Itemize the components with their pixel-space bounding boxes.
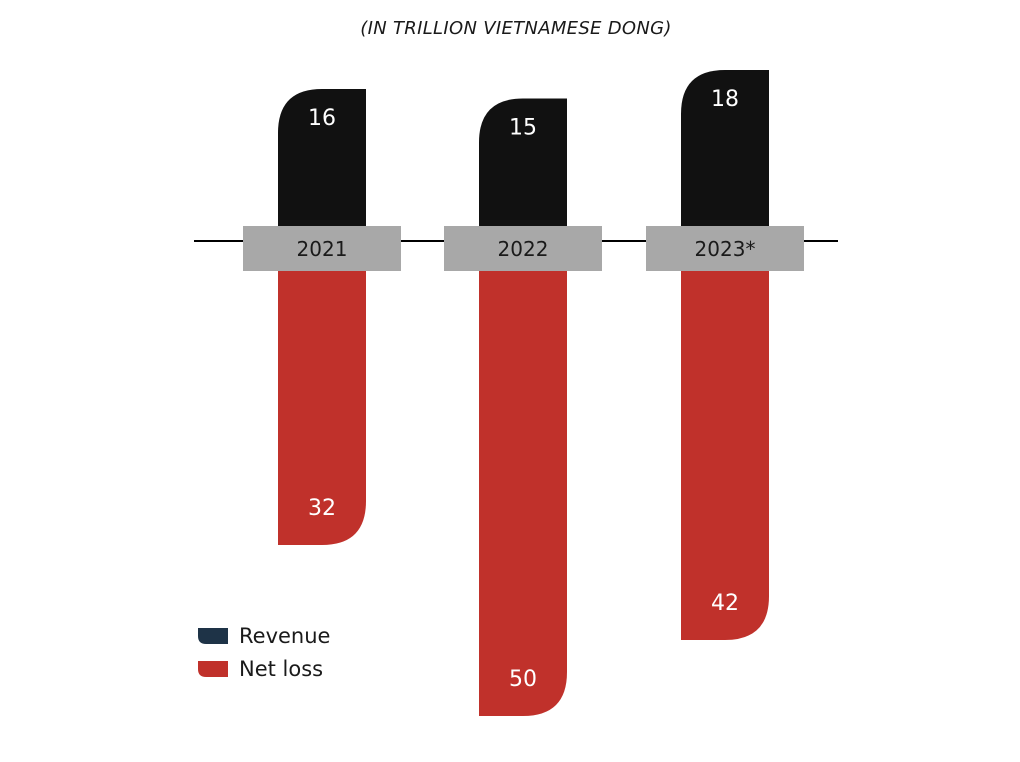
legend-label-net-loss: Net loss <box>239 657 323 681</box>
value-label-revenue-2022: 15 <box>509 116 537 141</box>
category-box-2023 <box>646 226 804 271</box>
category-boxes-group: 2021 2022 2023* <box>243 226 804 271</box>
bar-revenue-2021 <box>278 89 366 226</box>
value-label-net-loss-2021: 32 <box>308 496 336 521</box>
category-label-2021: 2021 <box>297 237 348 261</box>
category-box-2021 <box>243 226 401 271</box>
legend: Revenue Net loss <box>198 624 330 681</box>
bar-net-loss-2023 <box>681 269 769 640</box>
legend-label-revenue: Revenue <box>239 624 330 648</box>
value-label-revenue-2021: 16 <box>308 106 336 131</box>
legend-swatch-revenue <box>198 628 228 644</box>
bar-revenue-2022 <box>479 98 567 226</box>
bar-net-loss-2022 <box>479 269 567 716</box>
bar-revenue-2023 <box>681 70 769 226</box>
category-label-2023: 2023* <box>695 237 756 261</box>
bar-net-loss-2021 <box>278 269 366 545</box>
category-box-2022 <box>444 226 602 271</box>
category-label-2022: 2022 <box>498 237 549 261</box>
value-label-net-loss-2023: 42 <box>711 591 739 616</box>
chart-subtitle: (IN TRILLION VIETNAMESE DONG) <box>360 18 671 39</box>
value-label-revenue-2023: 18 <box>711 87 739 112</box>
value-label-net-loss-2022: 50 <box>509 667 537 692</box>
bars-group: 16 15 18 32 50 42 <box>278 70 769 716</box>
legend-swatch-net-loss <box>198 661 228 677</box>
